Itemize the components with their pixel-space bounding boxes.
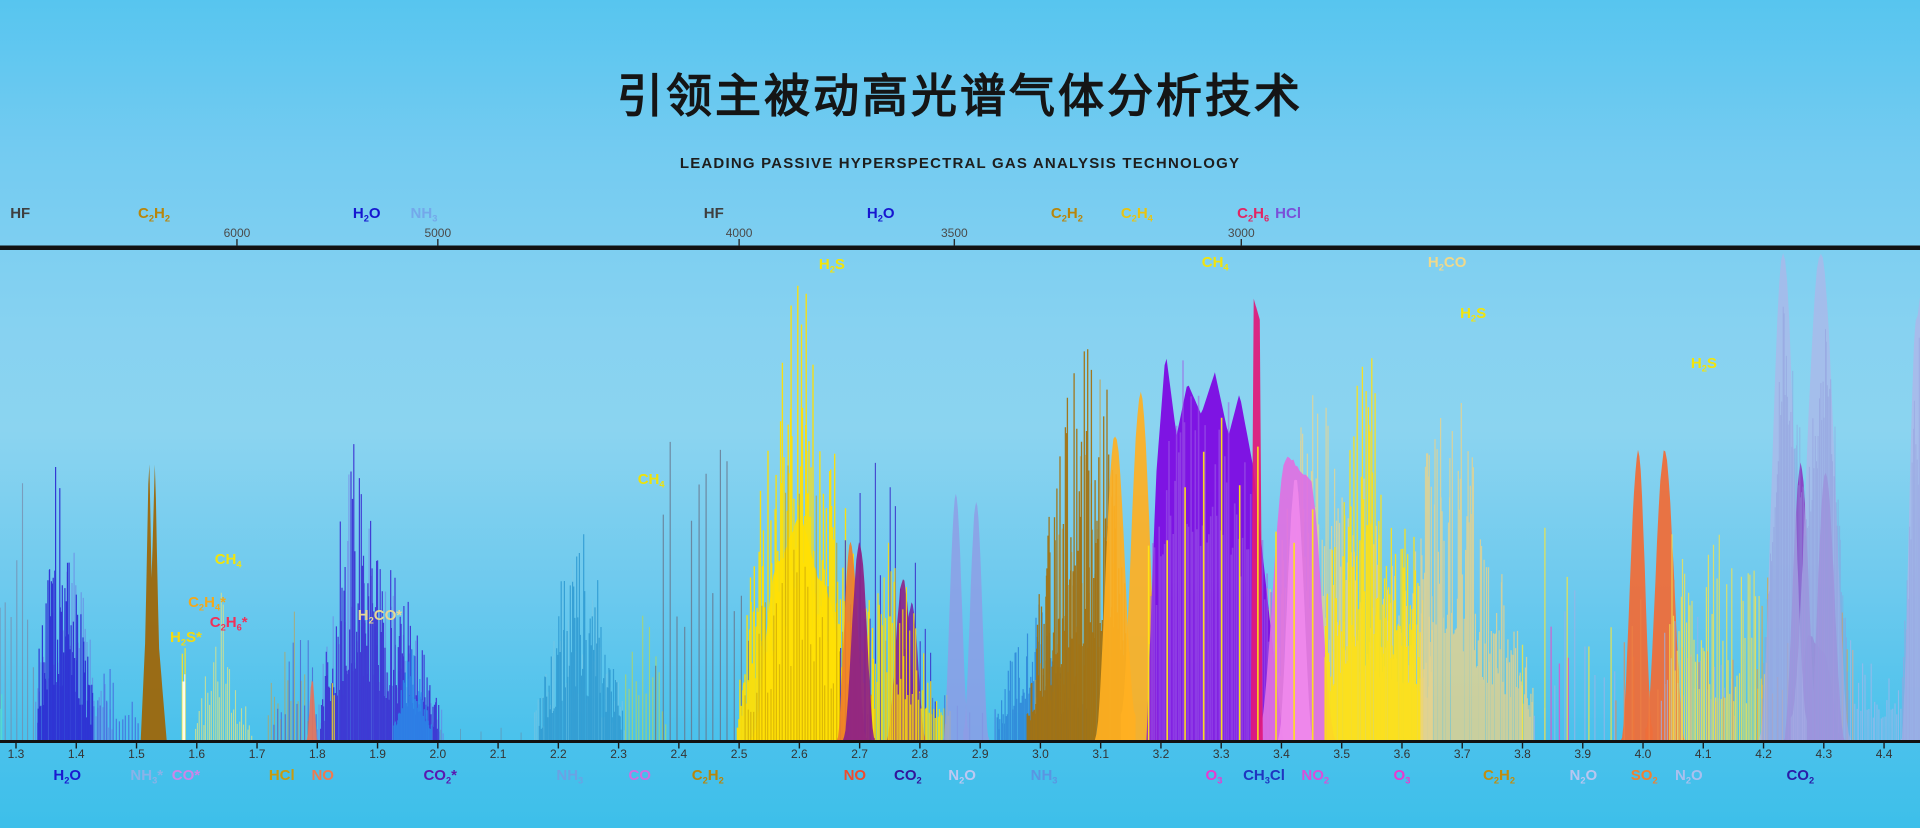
band-magenta-hump-1 xyxy=(842,542,876,741)
band-blue-small-cluster xyxy=(93,669,139,741)
band-c2h2-brown-band xyxy=(140,464,167,741)
band-sparse-magenta xyxy=(1550,626,1569,741)
band-crimson-band xyxy=(1250,298,1263,741)
band-khaki-cluster xyxy=(1420,403,1534,741)
band-sparse-lightblue xyxy=(1533,590,1635,741)
band-no-salmon-hump xyxy=(306,680,318,741)
page-title: 引领主被动高光谱气体分析技术 xyxy=(617,70,1303,122)
band-gray-comb xyxy=(655,441,750,741)
band-pink-core xyxy=(1277,479,1314,741)
band-palegreen-cluster xyxy=(195,592,253,741)
band-yellow-tail xyxy=(874,542,951,741)
band-yellow-single xyxy=(331,683,335,741)
page-subtitle: LEADING PASSIVE HYPERSPECTRAL GAS ANALYS… xyxy=(679,155,1241,172)
top-axis xyxy=(0,239,1920,250)
band-right-edge-stripes xyxy=(1901,337,1920,741)
band-yellow-piercers xyxy=(1147,417,1314,741)
band-so2-hump-1 xyxy=(1620,449,1653,741)
band-left-gray-spikes xyxy=(0,483,34,741)
band-h2co-dodger-band xyxy=(393,649,433,741)
band-sparse-yellow xyxy=(1521,527,1635,741)
spectral-bands xyxy=(0,253,1920,741)
band-h2o-blue-main xyxy=(37,467,94,741)
band-amber-hump-1 xyxy=(1094,436,1136,741)
band-nh3-teal-main xyxy=(538,534,624,741)
band-n2o-periwinkle-1 xyxy=(942,493,969,741)
band-co-green-spikes xyxy=(625,615,667,741)
band-h2s-star-core xyxy=(182,674,186,741)
band-left-cyan-spike xyxy=(0,694,3,741)
band-periwinkle-tail xyxy=(1850,640,1902,741)
bottom-axis xyxy=(0,740,1920,749)
band-co2-stripe-texture xyxy=(1761,306,1851,741)
band-quiet-tiny-spikes xyxy=(440,727,522,741)
band-yellow-band-2 xyxy=(1324,358,1424,741)
band-right-edge-band xyxy=(1900,297,1920,741)
band-n2o-periwinkle-2 xyxy=(963,502,990,741)
